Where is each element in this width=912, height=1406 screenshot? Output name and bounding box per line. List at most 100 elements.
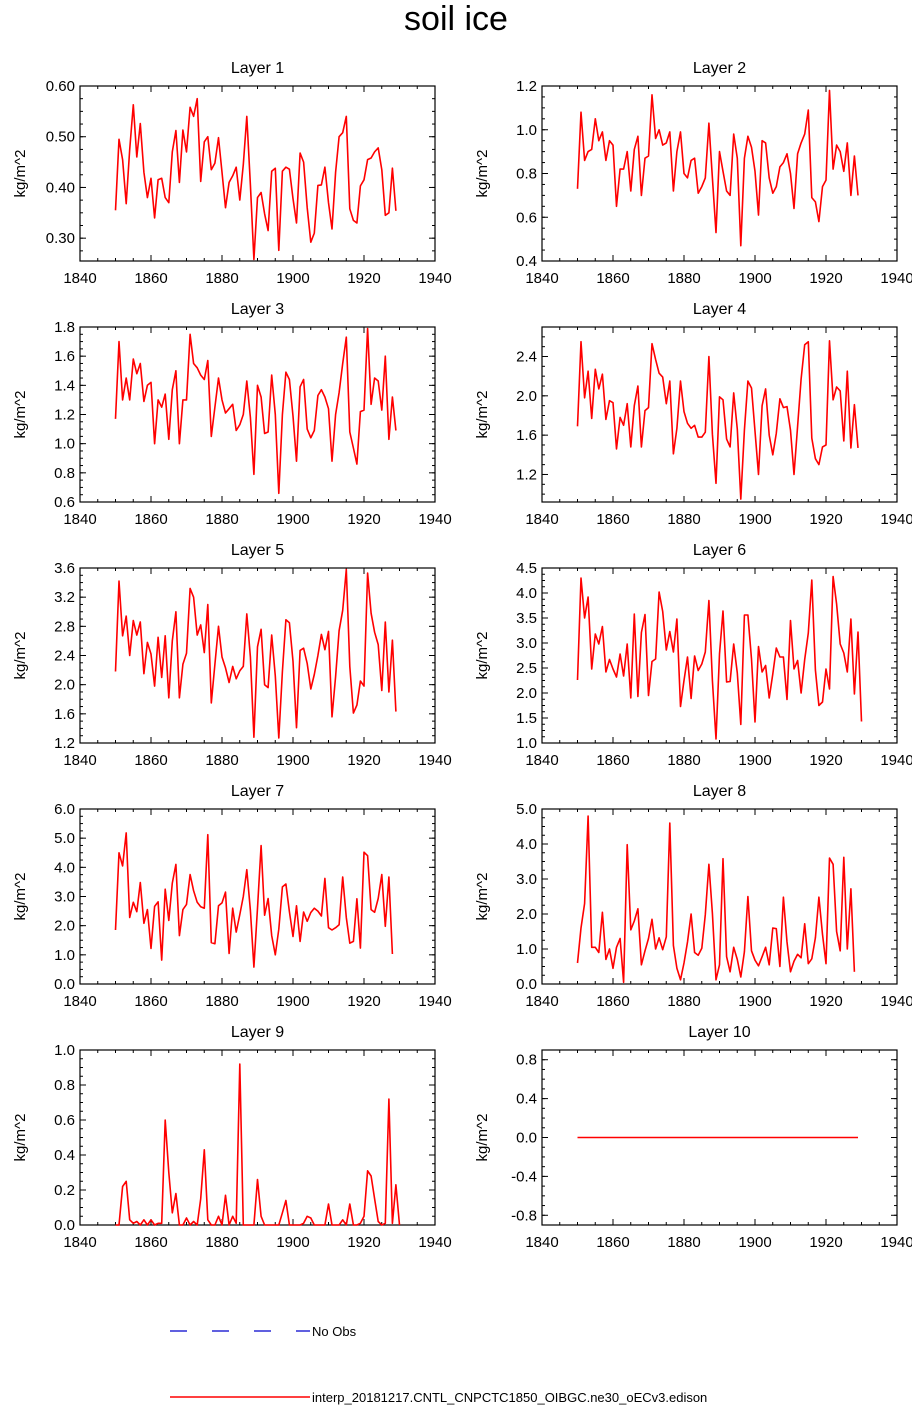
panel-layer-3-xtick-label: 1940 [418, 511, 451, 528]
panel-layer-3-title: Layer 3 [231, 301, 284, 318]
panel-layer-2-xtick-label: 1860 [596, 270, 629, 287]
panel-layer-1: Layer 1 1840 1860 1880 1900 1920 1940 0.30 0.40 0… [12, 60, 452, 287]
panel-layer-8-ylabel: kg/m^2 [474, 873, 491, 921]
panel-layer-7-xtick-label: 1940 [418, 993, 451, 1010]
panel-layer-4: Layer 4 1840 1860 1880 1900 1920 1940 1.2 1.6 2.0… [474, 301, 912, 528]
panel-layer-6-xtick-label: 1920 [809, 752, 842, 769]
panel-layer-5-ytick-label: 2.8 [54, 618, 75, 635]
panel-layer-1-xtick-label: 1860 [134, 270, 167, 287]
panel-layer-9-series-line [115, 1063, 401, 1226]
panel-layer-2-xtick-label: 1840 [525, 270, 558, 287]
legend-entry-model: interp_20181217.CNTL_CNPCTC1850_OIBGC.ne… [170, 1390, 707, 1405]
panel-layer-5-title: Layer 5 [231, 542, 284, 559]
panel-layer-9-ytick-label: 1.0 [54, 1042, 75, 1059]
panel-layer-5-xtick-label: 1940 [418, 752, 451, 769]
panel-layer-10-xtick-label: 1860 [596, 1234, 629, 1251]
panel-layer-6-ytick-label: 4.5 [516, 560, 537, 577]
panel-layer-7-xtick-label: 1860 [134, 993, 167, 1010]
panel-layer-1-xtick-label: 1920 [347, 270, 380, 287]
panel-layer-10-xtick-label: 1920 [809, 1234, 842, 1251]
panel-layer-5-xtick-label: 1840 [63, 752, 96, 769]
panel-layer-1-series-line [114, 97, 397, 261]
panel-layer-6-ytick-label: 3.0 [516, 635, 537, 652]
panel-layer-2-series-line [576, 89, 859, 247]
panel-layer-2-xtick-label: 1920 [809, 270, 842, 287]
panel-layer-9-ylabel: kg/m^2 [12, 1114, 29, 1162]
panel-layer-7-ytick-label: 4.0 [54, 859, 75, 876]
panel-layer-5-ytick-label: 2.4 [54, 648, 75, 665]
panel-layer-2-ytick-label: 1.0 [516, 122, 537, 139]
panel-layer-6-xtick-label: 1940 [880, 752, 912, 769]
panel-layer-8-xtick-label: 1920 [809, 993, 842, 1010]
panel-layer-9-frame [79, 1049, 436, 1226]
panel-layer-8-ytick-label: 3.0 [516, 871, 537, 888]
panel-layer-3-ytick-label: 1.0 [54, 436, 75, 453]
panel-layer-3-ytick-label: 1.6 [54, 348, 75, 365]
panel-layer-10-xtick-label: 1840 [525, 1234, 558, 1251]
panel-layer-3-xtick-label: 1860 [134, 511, 167, 528]
panel-layer-9-ytick-label: 0.8 [54, 1077, 75, 1094]
panel-layer-1-ylabel: kg/m^2 [12, 150, 29, 198]
panel-layer-7-ylabel: kg/m^2 [12, 873, 29, 921]
panel-layer-6-series-line [576, 575, 863, 740]
panel-layer-2-ylabel: kg/m^2 [474, 150, 491, 198]
panel-layer-1-title: Layer 1 [231, 60, 284, 77]
panel-layer-9-xtick-label: 1840 [63, 1234, 96, 1251]
panel-layer-8-xtick-label: 1880 [667, 993, 700, 1010]
panel-layer-10-ytick-label: 0.8 [516, 1052, 537, 1069]
panel-layer-4-xtick-label: 1900 [738, 511, 771, 528]
panel-layer-7-ytick-label: 3.0 [54, 889, 75, 906]
panel-layer-4-xtick-label: 1880 [667, 511, 700, 528]
panel-layer-5: Layer 5 1840 1860 1880 1900 1920 1940 1.2 1.6 2.0… [12, 542, 452, 769]
panel-layer-1-xtick-label: 1940 [418, 270, 451, 287]
panel-layer-10-title: Layer 10 [688, 1024, 750, 1041]
panel-layer-2-xtick-label: 1880 [667, 270, 700, 287]
panel-layer-7-title: Layer 7 [231, 783, 284, 800]
panel-layer-9-ytick-label: 0.4 [54, 1147, 75, 1164]
panel-layer-7-ytick-label: 0.0 [54, 976, 75, 993]
panel-layer-5-xtick-label: 1900 [276, 752, 309, 769]
panel-layer-4-ytick-label: 2.4 [516, 348, 537, 365]
panel-layer-7-ytick-label: 2.0 [54, 918, 75, 935]
panel-layer-1-ytick-label: 0.60 [46, 78, 75, 95]
panel-layer-4-ytick-label: 2.0 [516, 388, 537, 405]
panel-layer-6-xtick-label: 1840 [525, 752, 558, 769]
panel-layer-6-ytick-label: 2.5 [516, 660, 537, 677]
panel-layer-5-series-line [114, 568, 397, 739]
panel-layer-4-xtick-label: 1920 [809, 511, 842, 528]
panel-layer-4-xtick-label: 1860 [596, 511, 629, 528]
panel-layer-3-ylabel: kg/m^2 [12, 391, 29, 439]
panel-layer-9-xtick-label: 1880 [205, 1234, 238, 1251]
panel-layer-6-ytick-label: 4.0 [516, 585, 537, 602]
panel-layer-4-series-line [576, 339, 859, 500]
panel-layer-7-xtick-label: 1900 [276, 993, 309, 1010]
panel-layer-9-xtick-label: 1900 [276, 1234, 309, 1251]
panel-layer-10: Layer 10 1840 1860 1880 1900 1920 1940 -0.8 -0.4… [474, 1024, 912, 1251]
panel-layer-10-xtick-label: 1880 [667, 1234, 700, 1251]
panel-layer-4-xtick-label: 1940 [880, 511, 912, 528]
panel-layer-8-title: Layer 8 [693, 783, 746, 800]
panel-layer-7-xtick-label: 1920 [347, 993, 380, 1010]
panel-layer-3-ytick-label: 0.8 [54, 465, 75, 482]
panel-layer-3-series-line [114, 327, 397, 495]
panel-layer-2-ytick-label: 0.6 [516, 209, 537, 226]
panel-layer-2-ytick-label: 1.2 [516, 78, 537, 95]
panel-layer-9-ytick-label: 0.6 [54, 1112, 75, 1129]
panel-layer-9: Layer 9 1840 1860 1880 1900 1920 1940 0.0 0.2 0.4… [12, 1024, 452, 1251]
panel-layer-6-title: Layer 6 [693, 542, 746, 559]
panel-layer-4-ytick-label: 1.6 [516, 427, 537, 444]
panel-layer-2-title: Layer 2 [693, 60, 746, 77]
panel-layer-7: Layer 7 1840 1860 1880 1900 1920 1940 0.0 1.0 2.0… [12, 783, 452, 1010]
panel-layer-9-xtick-label: 1860 [134, 1234, 167, 1251]
panel-layer-7-ytick-label: 6.0 [54, 801, 75, 818]
panel-layer-5-xtick-label: 1860 [134, 752, 167, 769]
panel-layer-7-xtick-label: 1840 [63, 993, 96, 1010]
panel-layer-5-xtick-label: 1880 [205, 752, 238, 769]
panel-layer-5-ytick-label: 1.2 [54, 735, 75, 752]
panel-layer-4-ylabel: kg/m^2 [474, 391, 491, 439]
panel-layer-2-frame [541, 85, 898, 262]
panel-layer-8-xtick-label: 1940 [880, 993, 912, 1010]
panel-layer-9-ytick-label: 0.0 [54, 1217, 75, 1234]
panel-layer-3-ytick-label: 0.6 [54, 494, 75, 511]
panel-layer-4-title: Layer 4 [693, 301, 746, 318]
